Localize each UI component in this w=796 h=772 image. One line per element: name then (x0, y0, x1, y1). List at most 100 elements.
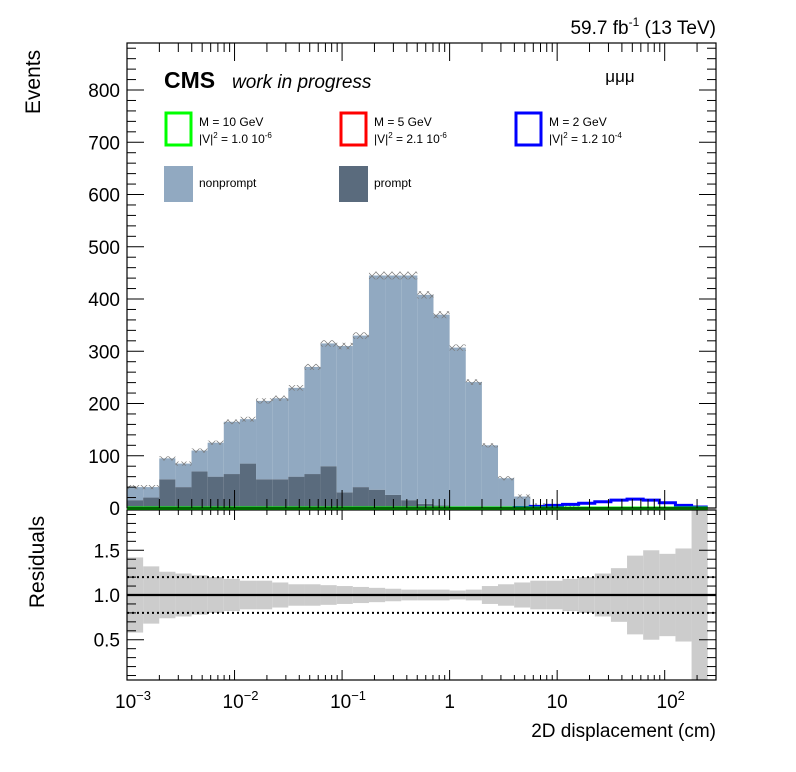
legend-label-prompt: prompt (374, 176, 412, 190)
x-tick-label: 10−2 (223, 688, 259, 713)
uncertainty-hatch-bin (175, 461, 192, 466)
uncertainty-hatch-bin (256, 398, 273, 404)
legend-coupling-m5: |V|2 = 2.1 10-6 (374, 131, 447, 146)
x-tick-label: 10−3 (115, 688, 151, 713)
bar-prompt (304, 474, 321, 508)
ratio-axis-label: Residuals (26, 516, 49, 608)
bar-prompt (401, 500, 418, 508)
uncertainty-hatch-bin (320, 340, 337, 347)
bar-prompt (352, 487, 369, 508)
uncertainty-hatch-bin (481, 443, 499, 448)
bar-prompt (175, 487, 192, 508)
y-tick-label: 300 (88, 342, 120, 363)
uncertainty-hatch-bin (385, 271, 402, 280)
legend-label-m5: M = 5 GeV (374, 115, 432, 129)
bar-prompt (336, 492, 353, 508)
ratio-reference-lines (127, 576, 716, 614)
x-tick-labels: 10−3 10−2 10−1 1 10 102 (115, 688, 685, 713)
bar-prompt (320, 466, 337, 508)
legend-coupling-m2: |V|2 = 1.2 10-4 (549, 131, 622, 146)
legend-swatch-m10 (164, 111, 193, 147)
uncertainty-hatch-bin (368, 271, 386, 280)
bar-nonprompt (304, 366, 321, 475)
stacked-bars (127, 275, 579, 508)
work-in-progress-label: work in progress (232, 72, 372, 93)
bar-prompt (272, 479, 289, 508)
uncertainty-hatch-bin (498, 476, 515, 481)
uncertainty-hatch-bin (336, 342, 353, 350)
channel-label: μμμ (605, 67, 634, 86)
x-tick-label: 102 (657, 688, 685, 713)
uncertainty-hatch-bin (449, 344, 466, 351)
lower-axis-ticks (126, 510, 717, 680)
bar-nonprompt (320, 343, 337, 467)
bar-nonprompt (465, 382, 482, 508)
bar-prompt (207, 476, 224, 508)
legend-label-nonprompt: nonprompt (199, 176, 257, 190)
uncertainty-hatch-bin (207, 440, 224, 445)
bar-prompt (288, 476, 305, 508)
upper-frame (126, 42, 717, 509)
bar-nonprompt (256, 400, 273, 480)
bar-nonprompt (368, 275, 386, 490)
uncertainty-hatch-bin (352, 332, 369, 339)
uncertainty-hatch-bin (223, 419, 240, 425)
y-tick-label: 100 (88, 447, 120, 468)
ratio-y-tick-label: 1.0 (94, 586, 120, 607)
bar-nonprompt (159, 458, 176, 480)
bar-nonprompt (481, 445, 499, 508)
uncertainty-hatch-bin (514, 494, 531, 499)
legend: M = 10 GeV |V|2 = 1.0 10-6 M = 5 GeV |V|… (164, 111, 622, 202)
legend-swatch-m5 (339, 111, 368, 147)
bar-nonprompt (352, 335, 369, 488)
uncertainty-hatch-bin (143, 485, 160, 490)
legend-swatch-m2 (514, 111, 543, 147)
ratio-y-tick-label: 1.5 (94, 541, 120, 562)
x-tick-label: 10−1 (330, 688, 366, 713)
x-axis-label: 2D displacement (cm) (531, 721, 716, 742)
bar-nonprompt (401, 275, 418, 501)
legend-swatch-nonprompt (164, 166, 193, 202)
lower-frame (126, 509, 717, 681)
bar-nonprompt (175, 463, 192, 488)
uncertainty-hatch-bin (465, 379, 482, 385)
y-tick-label: 700 (88, 133, 120, 154)
bar-prompt (143, 497, 160, 508)
legend-coupling-m10: |V|2 = 1.0 10-6 (199, 131, 272, 146)
y-axis-label: Events (22, 50, 45, 114)
legend-swatch-prompt (339, 166, 368, 202)
x-tick-label: 10 (547, 692, 568, 713)
uncertainty-hatch-bin (272, 395, 289, 401)
bar-nonprompt (143, 487, 160, 498)
uncertainty-hatch-bin (288, 385, 305, 391)
uncertainty-hatch-bin (304, 363, 321, 370)
bar-nonprompt (288, 387, 305, 477)
lumi-label: 59.7 fb-1 (13 TeV) (570, 15, 716, 39)
uncertainty-hatch-bin (417, 291, 434, 299)
uncertainty-hatch-bin (433, 311, 450, 319)
bar-nonprompt (417, 294, 434, 504)
y-tick-label: 500 (88, 238, 120, 259)
bar-nonprompt (514, 496, 531, 508)
uncertainty-hatch-bin (191, 448, 208, 453)
y-tick-label: 400 (88, 290, 120, 311)
ratio-y-tick-labels: 0.5 1.0 1.5 (94, 541, 120, 651)
bar-nonprompt (498, 478, 515, 508)
bar-prompt (191, 471, 208, 508)
y-tick-label: 600 (88, 186, 120, 207)
bar-nonprompt (272, 398, 289, 480)
legend-label-m10: M = 10 GeV (199, 115, 263, 129)
bar-prompt (239, 463, 257, 508)
x-tick-label: 1 (444, 692, 455, 713)
bar-nonprompt (336, 346, 353, 493)
y-tick-label: 200 (88, 395, 120, 416)
ratio-y-tick-label: 0.5 (94, 631, 120, 652)
bar-prompt (368, 489, 386, 508)
bar-prompt (159, 479, 176, 508)
bar-prompt (223, 474, 240, 508)
legend-label-m2: M = 2 GeV (549, 115, 607, 129)
uncertainty-hatch-bin (239, 416, 257, 422)
bar-nonprompt (433, 314, 450, 506)
y-tick-label: 800 (88, 81, 120, 102)
